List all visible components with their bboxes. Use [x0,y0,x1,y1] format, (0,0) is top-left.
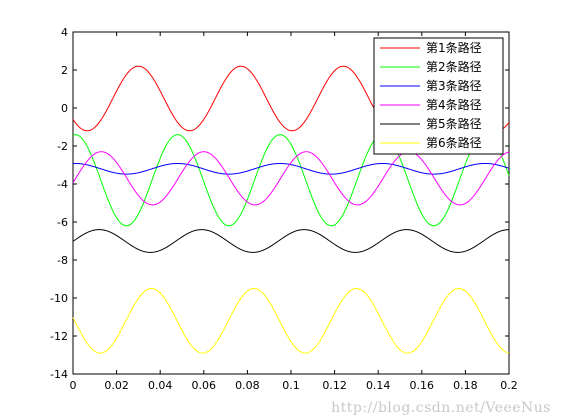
y-tick-label: 0 [61,102,68,115]
series-line-2 [72,134,510,227]
legend-label-3: 第3条路径 [426,78,482,93]
y-tick-label: -4 [57,178,68,191]
x-tick-label: 0.1 [282,379,300,392]
y-tick-label: -14 [50,368,68,381]
y-tick-label: -8 [57,254,68,267]
x-tick-label: 0.18 [453,379,478,392]
y-tick-label: -10 [50,292,68,305]
ticks-layer: 0 0.02 0.04 0.06 0.08 0.1 0.12 0.14 0.16 0.18 0.2 4… [50,26,518,392]
legend-box [373,37,504,155]
legend-label-6: 第6条路径 [426,135,482,150]
x-tick-label: 0.2 [500,379,518,392]
x-tick-label: 0.08 [235,379,260,392]
x-tick-label: 0.04 [148,379,173,392]
series-line-5 [72,229,510,253]
y-tick-label: -2 [57,140,68,153]
legend-label-2: 第2条路径 [426,59,482,74]
watermark-text: http://blog.csdn.net/VeeeNus [331,400,551,416]
legend-label-1: 第1条路径 [426,40,482,55]
y-tick-label: -12 [50,330,68,343]
y-tick-label: 2 [61,64,68,77]
x-tick-label: 0.12 [322,379,347,392]
x-tick-label: 0 [70,379,77,392]
y-tick-label: 4 [61,26,68,39]
legend-label-5: 第5条路径 [426,116,482,131]
legend-label-4: 第4条路径 [426,97,482,112]
series-line-6 [72,287,510,354]
x-tick-label: 0.02 [104,379,129,392]
x-tick-label: 0.14 [366,379,391,392]
x-tick-label: 0.06 [192,379,217,392]
y-tick-label: -6 [57,216,68,229]
series-line-4 [72,151,510,206]
series-line-3 [72,162,510,175]
x-tick-label: 0.16 [410,379,435,392]
